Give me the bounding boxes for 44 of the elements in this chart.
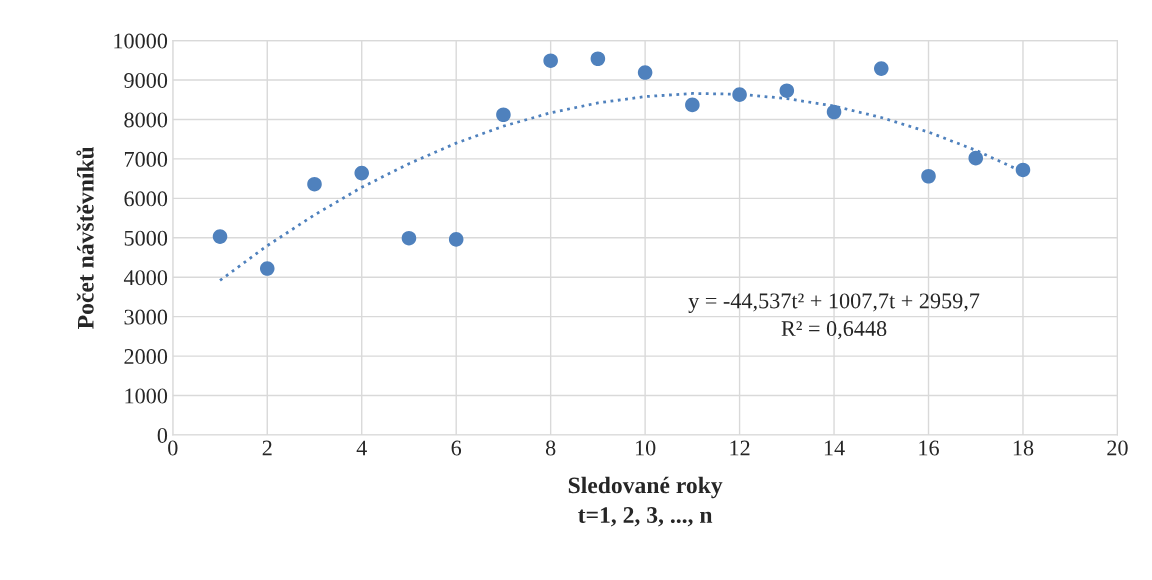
x-tick-label: 0 — [168, 440, 178, 456]
x-tick-label: 12 — [730, 440, 750, 456]
y-tick-label: 7000 — [124, 151, 168, 167]
x-tick-label: 8 — [545, 440, 556, 456]
y-tick-label: 1000 — [125, 388, 168, 404]
point — [259, 261, 275, 276]
y-tick-label: 6000 — [124, 191, 168, 207]
y-tick-label: 9000 — [124, 72, 168, 88]
y-axis-title: Počet návštěvníků — [76, 146, 94, 329]
y-tick-label: 2000 — [124, 349, 168, 365]
y-tick-label: 10000 — [114, 33, 168, 49]
point — [685, 97, 700, 113]
x-tick-label: 4 — [356, 440, 367, 456]
annotation: y = -44,537t² + 1007,7t + 2959,7 — [688, 293, 980, 313]
x-tick-label: 20 — [1107, 440, 1128, 456]
y-tick-label: 0 — [157, 427, 168, 443]
point — [401, 230, 417, 246]
point — [637, 65, 653, 80]
y-tick-label: 4000 — [123, 270, 168, 286]
point — [826, 104, 842, 120]
point — [921, 168, 936, 184]
x-tick-label: 18 — [1013, 440, 1034, 456]
x-tick-label: 6 — [451, 440, 462, 456]
y-tick-label: 5000 — [124, 230, 168, 246]
y-tick-label: 8000 — [124, 112, 168, 128]
x-tick-label: 14 — [824, 440, 845, 456]
point — [968, 150, 984, 166]
y-tick-label: 3000 — [124, 309, 168, 325]
point — [1015, 162, 1031, 178]
x-tick-label: 16 — [919, 440, 939, 456]
point — [543, 53, 558, 68]
point — [354, 165, 370, 181]
x-axis-title: Sledované roky t=1, 2, 3, ..., n — [568, 476, 723, 527]
x-tick-label: 2 — [262, 440, 272, 456]
point — [874, 61, 889, 76]
annotation: R² = 0,6448 — [781, 321, 887, 340]
point — [496, 107, 511, 123]
point — [448, 232, 464, 247]
point — [732, 87, 747, 102]
x-tick-label: 10 — [635, 440, 656, 456]
point — [212, 229, 228, 244]
point — [590, 51, 606, 67]
point — [779, 83, 795, 98]
point — [307, 176, 322, 192]
